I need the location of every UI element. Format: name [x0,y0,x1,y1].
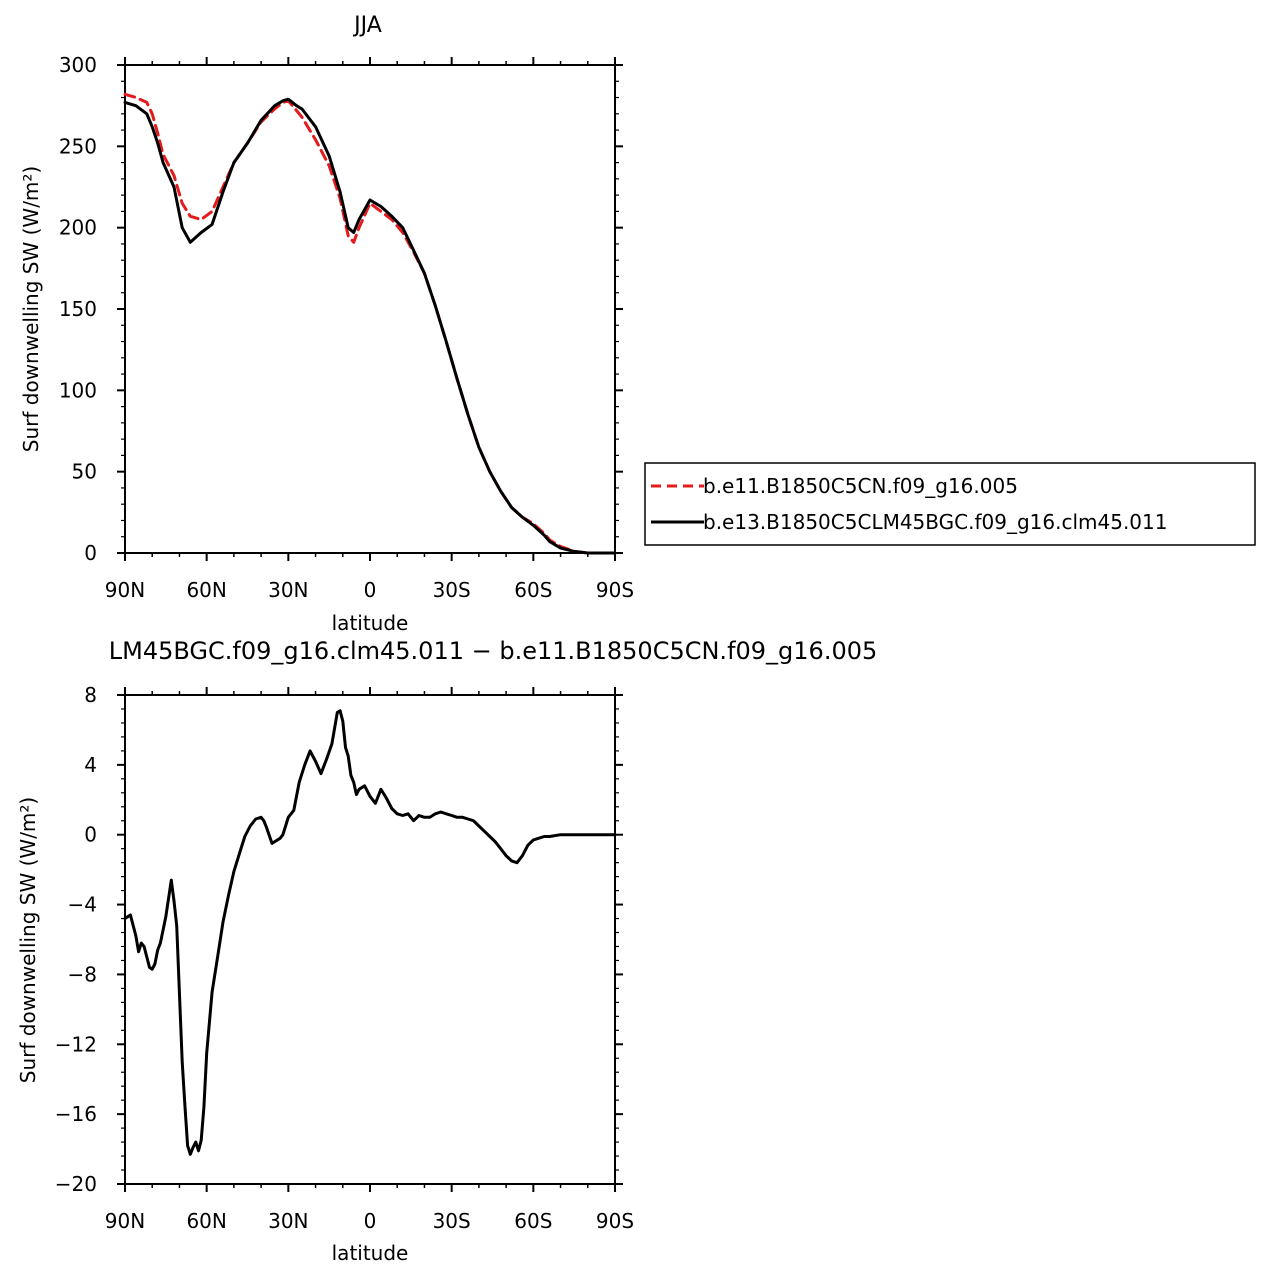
top-y-axis-label: Surf downwelling SW (W/m²) [19,166,43,452]
bottom-plot-frame [124,694,616,1185]
bottom-x-tick-label: 30S [433,1209,471,1233]
top-x-tick-label: 60S [514,578,552,602]
bottom-y-tick-label: −8 [68,962,97,986]
bottom-axis-ticks: 90N 60N 30N 0 30S 60S 90S 8 4 0 −4 −8 −12 −16 −20 [55,683,634,1233]
top-axis-ticks: 90N 60N 30N 0 30S 60S 90S 0 50 100 150 200 250 300 [59,53,634,602]
bottom-chart-title: LM45BGC.f09_g16.clm45.011 − b.e11.B1850C… [109,637,878,665]
top-y-tick-label: 100 [59,378,97,402]
top-series-line-2 [123,97,617,555]
top-y-tick-label: 50 [72,460,97,484]
top-x-tick-label: 0 [364,578,377,602]
top-series-line-1 [123,92,617,555]
bottom-x-tick-label: 90S [596,1209,634,1233]
top-y-tick-label: 150 [59,297,97,321]
bottom-x-tick-label: 30N [268,1209,308,1233]
top-series-lines [123,92,617,555]
bottom-x-tick-label: 90N [105,1209,145,1233]
top-y-tick-label: 0 [84,541,97,565]
bottom-y-tick-label: −20 [55,1172,97,1196]
top-x-tick-label: 30S [433,578,471,602]
bottom-y-tick-label: 8 [84,683,97,707]
bottom-y-tick-label: −12 [55,1032,97,1056]
top-x-tick-label: 30N [268,578,308,602]
top-plot-frame [124,64,616,554]
top-panel: JJA 90N 60N 30N 0 30S 60S 90S 0 50 100 150 200 250 30… [19,13,634,635]
bottom-x-tick-label: 0 [364,1209,377,1233]
legend-label-series-1: b.e11.B1850C5CN.f09_g16.005 [703,474,1018,498]
top-y-tick-label: 300 [59,53,97,77]
bottom-y-tick-label: 4 [84,753,97,777]
legend: b.e11.B1850C5CN.f09_g16.005 b.e13.B1850C… [644,462,1256,546]
bottom-y-tick-label: 0 [84,823,97,847]
bottom-y-tick-label: −4 [68,893,97,917]
legend-box [644,462,1256,546]
top-x-tick-label: 90S [596,578,634,602]
legend-label-series-2: b.e13.B1850C5CLM45BGC.f09_g16.clm45.011 [703,510,1167,534]
bottom-y-axis-label: Surf downwelling SW (W/m²) [16,797,40,1083]
bottom-y-tick-label: −16 [55,1102,97,1126]
bottom-panel: LM45BGC.f09_g16.clm45.011 − b.e11.B1850C… [16,637,877,1265]
top-x-tick-label: 90N [105,578,145,602]
top-x-axis-label: latitude [332,611,409,635]
bottom-x-axis-label: latitude [332,1241,409,1265]
bottom-x-tick-label: 60N [186,1209,226,1233]
bottom-x-tick-label: 60S [514,1209,552,1233]
top-chart-title: JJA [352,13,382,38]
bottom-series-lines [123,709,617,1156]
top-y-tick-label: 200 [59,216,97,240]
top-x-tick-label: 60N [186,578,226,602]
bottom-series-line-1 [123,709,617,1156]
top-y-tick-label: 250 [59,134,97,158]
